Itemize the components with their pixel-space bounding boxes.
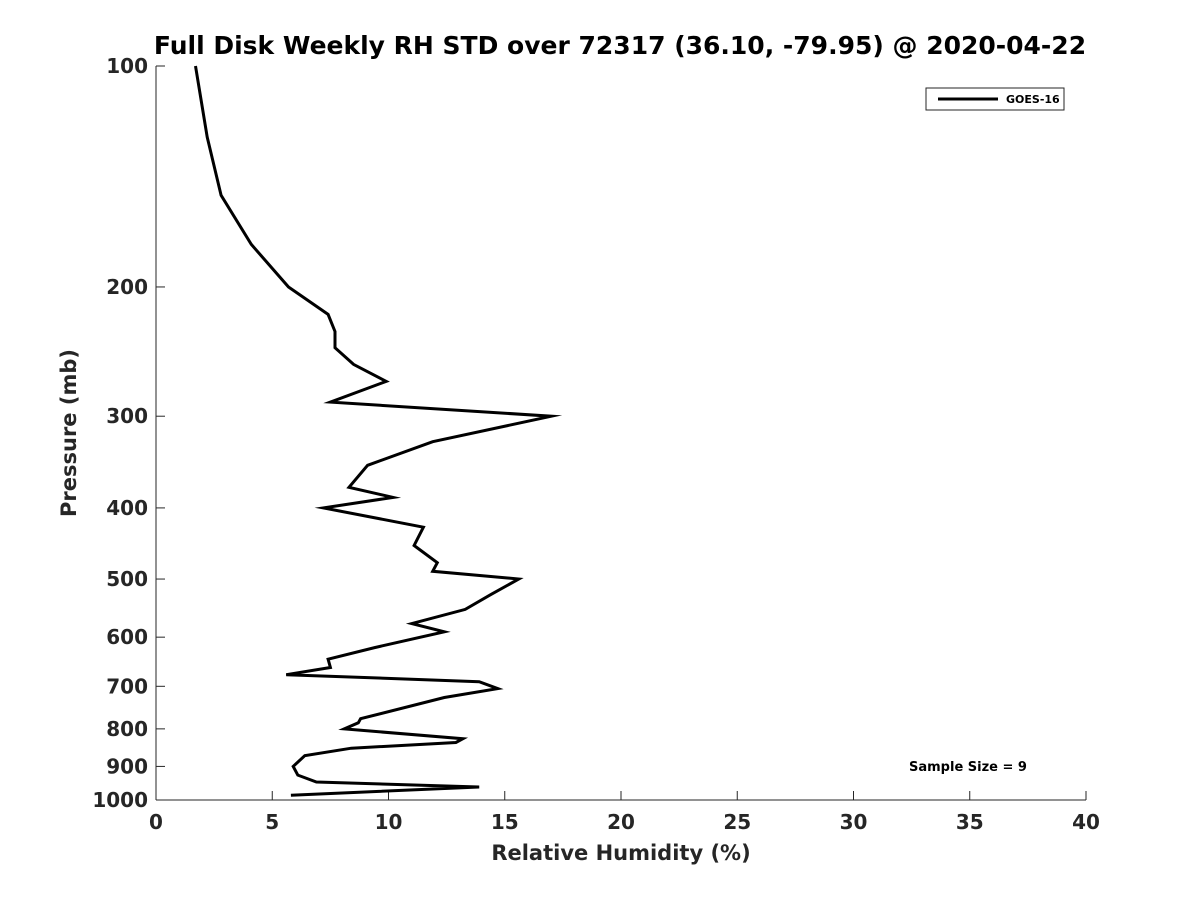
sample-size-annotation: Sample Size = 9	[909, 760, 1027, 775]
y-tick-label: 300	[106, 404, 148, 428]
legend-entry-goes-16: GOES-16	[1006, 93, 1060, 106]
y-axis-label: Pressure (mb)	[57, 349, 81, 517]
y-tick-label: 500	[106, 567, 148, 591]
y-axis-ticks: 100 200 300 400 500 600 700 800 900 1000	[92, 54, 165, 812]
y-tick-label: 1000	[92, 788, 148, 812]
x-tick-label: 15	[491, 810, 519, 834]
legend: GOES-16	[925, 87, 1065, 111]
y-tick-label: 200	[106, 275, 148, 299]
y-tick-label: 700	[106, 674, 148, 698]
x-axis-ticks: 0 5 10 15 20 25 30 35 40	[149, 791, 1100, 834]
series-layer	[194, 65, 563, 797]
x-tick-label: 20	[607, 810, 635, 834]
x-axis-label: Relative Humidity (%)	[491, 841, 750, 865]
x-tick-label: 40	[1072, 810, 1100, 834]
y-tick-label: 900	[106, 754, 148, 778]
x-tick-label: 5	[265, 810, 279, 834]
x-tick-label: 0	[149, 810, 163, 834]
y-tick-label: 800	[106, 717, 148, 741]
y-tick-label: 600	[106, 625, 148, 649]
x-tick-label: 35	[956, 810, 984, 834]
chart-title: Full Disk Weekly RH STD over 72317 (36.1…	[154, 31, 1086, 60]
x-tick-label: 25	[723, 810, 751, 834]
x-tick-label: 30	[840, 810, 868, 834]
y-tick-label: 400	[106, 496, 148, 520]
x-tick-label: 10	[375, 810, 403, 834]
y-tick-label: 100	[106, 54, 148, 78]
series-line-goes-16	[194, 65, 563, 797]
